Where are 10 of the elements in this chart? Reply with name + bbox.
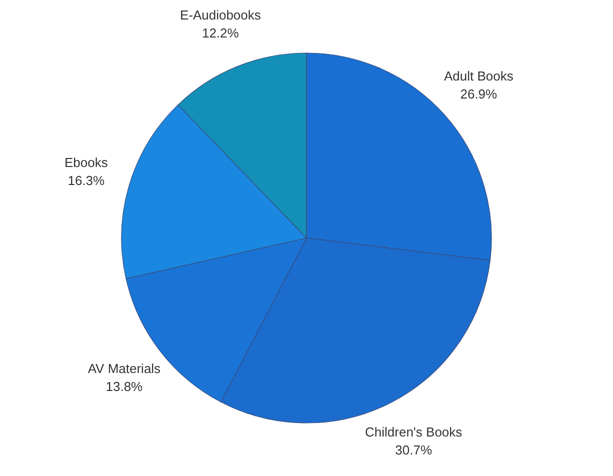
slice-label: E-Audiobooks xyxy=(180,8,262,23)
slice-label: Ebooks xyxy=(64,155,108,170)
slice-label: Adult Books xyxy=(444,68,514,84)
slice-label: Children's Books xyxy=(365,424,463,440)
data-label: 26.9% xyxy=(460,86,498,102)
slice-label: AV Materials xyxy=(88,361,162,376)
data-label: 30.7% xyxy=(395,442,432,458)
data-label: 13.8% xyxy=(106,379,144,394)
data-label: 16.3% xyxy=(68,173,106,188)
data-label: 12.2% xyxy=(202,26,240,41)
